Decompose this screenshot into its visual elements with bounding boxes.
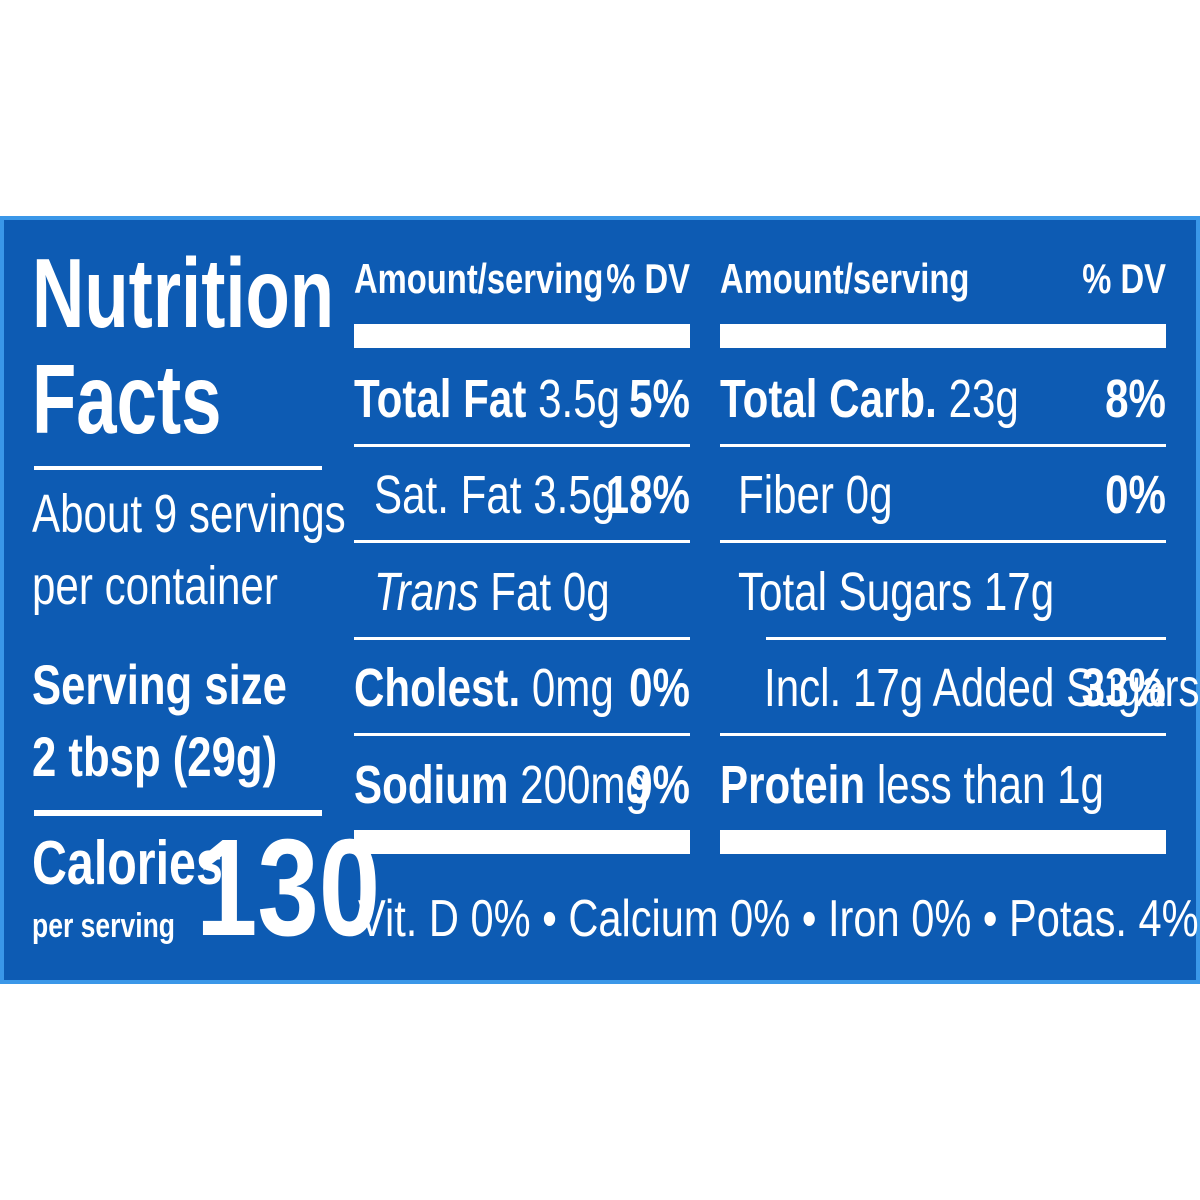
row-divider (720, 444, 1166, 447)
thick-bar (720, 324, 1166, 348)
nutrient-row: Incl. 17g Added Sugars (764, 657, 1200, 719)
title-line: Nutrition (32, 238, 335, 348)
nutrient-dv: 0% (629, 658, 690, 718)
nutrient-row: Protein less than 1g (720, 754, 1104, 816)
nutrient-label: Protein (720, 755, 866, 815)
row-divider (354, 444, 690, 447)
nutrient-amount: 200mg (520, 755, 649, 815)
serving-size-label: Serving size (32, 653, 287, 716)
separator: • (982, 890, 998, 948)
thick-bar (354, 830, 690, 854)
nutrient-label: Fat (490, 562, 552, 622)
nutrient-amount: 0g (562, 562, 610, 622)
nutrient-label: Fiber (738, 465, 834, 525)
column-header-dv: % DV (1082, 255, 1166, 302)
nutrient-amount: 23g (948, 369, 1019, 429)
servings-line: per container (32, 556, 278, 616)
calories-label: Calories (32, 829, 223, 898)
nutrient-row: Fiber 0g (738, 464, 893, 526)
nutrient-amount: 0mg (531, 658, 614, 718)
separator: • (542, 890, 557, 948)
serving-size-value: 2 tbsp (29g) (32, 725, 278, 788)
nutrient-dv: 5% (629, 369, 690, 429)
nutrient-label: Cholest. (354, 658, 521, 718)
nutrient-label: Total Sugars (738, 562, 973, 622)
vitamin-item: Potas. 4% (1009, 890, 1199, 948)
nutrient-dv: 9% (629, 755, 690, 815)
nutrient-label: Sat. Fat (374, 465, 522, 525)
nutrient-dv: 33% (1081, 658, 1166, 718)
nutrient-label: Total Carb. (720, 369, 937, 429)
divider (34, 466, 322, 470)
nutrient-label: Incl. 17g Added Sugars (764, 658, 1200, 718)
vitamin-item: Vit. D 0% (358, 890, 531, 948)
nutrient-dv: 8% (1105, 369, 1166, 429)
nutrient-row: Trans Fat 0g (374, 561, 610, 623)
nutrient-row: Cholest. 0mg (354, 657, 614, 719)
servings-line: About 9 servings (32, 484, 346, 544)
nutrient-dv: 0% (1105, 465, 1166, 525)
row-divider (766, 637, 1166, 640)
nutrient-row: Total Fat 3.5g (354, 368, 620, 430)
thick-bar (720, 830, 1166, 854)
vitamin-item: Calcium 0% (568, 890, 791, 948)
calories-sublabel: per serving (32, 907, 175, 945)
calories-value: 130 (196, 811, 381, 965)
row-divider (720, 733, 1166, 736)
nutrient-row: Sodium 200mg (354, 754, 649, 816)
divider (34, 810, 322, 816)
nutrient-row: Total Sugars 17g (738, 561, 1054, 623)
nutrient-label: Sodium (354, 755, 509, 815)
column-header: Amount/serving (720, 255, 970, 302)
column-header-dv: % DV (606, 255, 690, 302)
vitamins-line: Vit. D 0% • Calcium 0% • Iron 0% • Potas… (358, 888, 1199, 950)
nutrition-panel: Nutrition Facts About 9 servings per con… (0, 216, 1200, 984)
nutrient-row: Total Carb. 23g (720, 368, 1019, 430)
vitamin-item: Iron 0% (827, 890, 972, 948)
row-divider (354, 733, 690, 736)
separator: • (801, 890, 817, 948)
nutrient-amount: 0g (845, 465, 893, 525)
nutrient-amount: 3.5g (538, 369, 621, 429)
row-divider (354, 540, 690, 543)
row-divider (354, 637, 690, 640)
title-line: Facts (32, 344, 222, 454)
nutrient-row: Sat. Fat 3.5g (374, 464, 615, 526)
row-divider (720, 540, 1166, 543)
nutrient-amount: less than 1g (876, 755, 1104, 815)
nutrient-amount: 3.5g (533, 465, 616, 525)
nutrient-label: Total Fat (354, 369, 527, 429)
nutrient-amount: 17g (983, 562, 1055, 622)
label-italic: Trans (374, 562, 479, 622)
thick-bar (354, 324, 690, 348)
nutrient-dv: 18% (605, 465, 690, 525)
column-header: Amount/serving (354, 255, 604, 302)
